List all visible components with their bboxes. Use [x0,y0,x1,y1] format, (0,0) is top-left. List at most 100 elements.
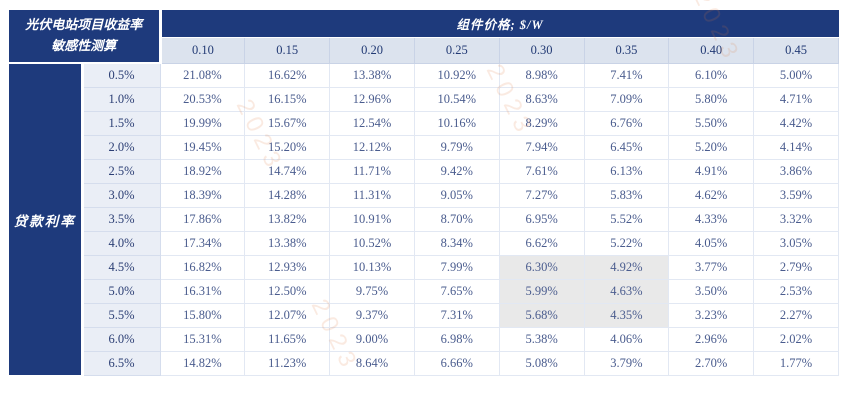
row-label: 4.5% [81,254,161,280]
table-row: 2.0% 19.45% 15.20% 12.12% 9.79% 7.94% 6.45% 5.2… [9,134,839,160]
value-cell: 3.79% [583,350,670,376]
value-cell: 10.91% [329,206,415,232]
value-cell: 1.77% [753,350,839,376]
value-cell: 12.50% [244,278,331,304]
value-cell: 18.92% [159,158,246,184]
table-row: 5.5% 15.80% 12.07% 9.37% 7.31% 5.68% 4.35% 3.23… [9,302,839,328]
sensitivity-table: 光伏电站项目收益率 敏感性测算 组件价格; $/W 0.10 0.15 0.20 0.… [9,10,839,376]
value-cell: 4.63% [583,278,670,304]
table-row: 4.0% 17.34% 13.38% 10.52% 8.34% 6.62% 5.22% 4.0… [9,230,839,256]
row-label: 2.0% [81,134,161,160]
value-cell: 8.98% [498,62,585,88]
value-cell: 5.38% [498,326,585,352]
table-row: 4.5% 16.82% 12.93% 10.13% 7.99% 6.30% 4.92% 3.7… [9,254,839,280]
value-cell: 7.27% [498,182,585,208]
value-cell: 4.62% [668,182,755,208]
table-row: 2.5% 18.92% 14.74% 11.71% 9.42% 7.61% 6.13% 4.9… [9,158,839,184]
value-cell: 4.05% [668,230,755,256]
value-cell: 4.06% [583,326,670,352]
value-cell: 15.20% [244,134,331,160]
value-cell: 8.70% [413,206,500,232]
value-cell: 19.45% [159,134,246,160]
table-row: 6.5% 14.82% 11.23% 8.64% 6.66% 5.08% 3.79% 2.70… [9,350,839,376]
value-cell: 7.41% [583,62,670,88]
value-cell: 6.62% [498,230,585,256]
value-cell: 10.52% [329,230,415,256]
table-body: 贷款利率 0.5% 21.08% 16.62% 13.38% 10.92% 8.98% 7.4… [9,62,839,376]
value-cell: 14.74% [244,158,331,184]
value-cell: 6.98% [413,326,500,352]
value-cell: 6.76% [583,110,670,136]
value-cell: 7.65% [413,278,500,304]
column-header: 0.45 [753,37,839,64]
row-axis-label: 贷款利率 [9,63,84,375]
column-header: 0.40 [668,37,755,64]
value-cell: 13.38% [244,230,331,256]
value-cell: 4.14% [753,134,839,160]
table-row: 3.5% 17.86% 13.82% 10.91% 8.70% 6.95% 5.52% 4.3… [9,206,839,232]
value-cell: 5.20% [668,134,755,160]
value-cell: 2.96% [668,326,755,352]
value-cell: 15.67% [244,110,331,136]
column-header: 0.20 [329,37,415,64]
value-cell: 10.54% [413,86,500,112]
row-label: 6.0% [81,326,161,352]
value-cell: 11.31% [329,182,415,208]
value-cell: 3.86% [753,158,839,184]
value-cell: 4.92% [583,254,670,280]
table-title-line2: 敏感性测算 [51,38,117,53]
value-cell: 6.30% [498,254,585,280]
table-row: 1.5% 19.99% 15.67% 12.54% 10.16% 8.29% 6.76% 5.… [9,110,839,136]
row-label: 6.5% [81,350,161,376]
value-cell: 8.63% [498,86,585,112]
value-cell: 7.94% [498,134,585,160]
value-cell: 20.53% [159,86,246,112]
header-row-top: 光伏电站项目收益率 敏感性测算 组件价格; $/W [9,10,839,64]
value-cell: 8.64% [329,350,415,376]
value-cell: 7.09% [583,86,670,112]
value-cell: 19.99% [159,110,246,136]
table-row: 5.0% 16.31% 12.50% 9.75% 7.65% 5.99% 4.63% 3.50… [9,278,839,304]
value-cell: 2.27% [753,302,839,328]
value-cell: 11.65% [244,326,331,352]
column-header: 0.30 [498,37,585,64]
value-cell: 10.92% [413,62,500,88]
value-cell: 4.33% [668,206,755,232]
value-cell: 12.12% [329,134,415,160]
value-cell: 6.10% [668,62,755,88]
value-cell: 5.99% [498,278,585,304]
value-cell: 11.71% [329,158,415,184]
value-cell: 13.38% [329,62,415,88]
value-cell: 14.82% [159,350,246,376]
value-cell: 4.91% [668,158,755,184]
value-cell: 7.31% [413,302,500,328]
value-cell: 5.83% [583,182,670,208]
value-cell: 3.77% [668,254,755,280]
value-cell: 17.34% [159,230,246,256]
table-row: 贷款利率 0.5% 21.08% 16.62% 13.38% 10.92% 8.98% 7.4… [9,62,839,375]
value-cell: 5.50% [668,110,755,136]
value-cell: 17.86% [159,206,246,232]
table-title-cell: 光伏电站项目收益率 敏感性测算 [9,10,162,64]
column-header: 0.35 [583,37,670,64]
value-cell: 4.42% [753,110,839,136]
value-cell: 9.42% [413,158,500,184]
value-cell: 12.54% [329,110,415,136]
value-cell: 12.96% [329,86,415,112]
row-label: 5.0% [81,278,161,304]
value-cell: 9.75% [329,278,415,304]
value-cell: 3.23% [668,302,755,328]
table-title-line1: 光伏电站项目收益率 [25,17,143,33]
value-cell: 13.82% [244,206,331,232]
value-cell: 9.00% [329,326,415,352]
value-cell: 16.62% [244,62,331,88]
value-cell: 8.34% [413,230,500,256]
value-cell: 16.31% [159,278,246,304]
value-cell: 2.70% [668,350,755,376]
value-cell: 6.95% [498,206,585,232]
column-header-row: 0.10 0.15 0.20 0.25 0.30 0.35 0.40 0.45 [9,37,839,64]
value-cell: 15.80% [159,302,246,328]
value-cell: 12.93% [244,254,331,280]
row-label: 1.5% [81,110,161,136]
value-cell: 6.66% [413,350,500,376]
